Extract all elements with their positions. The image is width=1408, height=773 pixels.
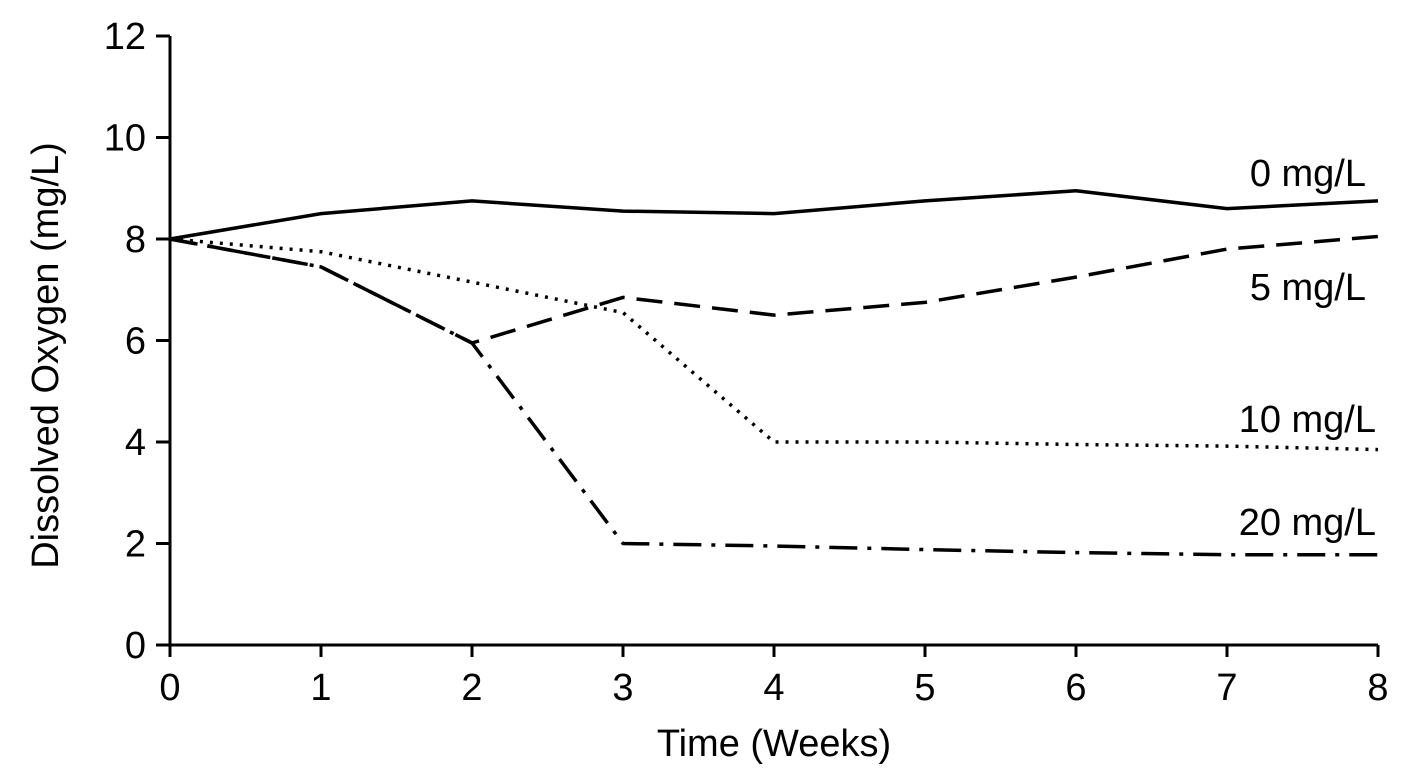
x-tick-label: 3 [612, 667, 633, 709]
y-tick-label: 4 [125, 422, 146, 464]
x-tick-label: 7 [1216, 667, 1237, 709]
series-label: 20 mg/L [1239, 502, 1376, 544]
series-label: 0 mg/L [1250, 153, 1366, 195]
x-axis-ticks: 0 1 2 3 4 5 6 7 8 [159, 645, 1389, 709]
y-tick-label: 12 [104, 16, 146, 58]
x-tick-label: 6 [1065, 667, 1086, 709]
x-tick-label: 2 [461, 667, 482, 709]
x-tick-label: 8 [1367, 667, 1388, 709]
series-line [169, 237, 1378, 557]
series-line [169, 189, 1379, 241]
x-tick-label: 1 [310, 667, 331, 709]
y-tick-label: 2 [125, 524, 146, 566]
y-tick-label: 8 [125, 219, 146, 261]
series-line [169, 237, 1379, 452]
series-labels: 0 mg/L 5 mg/L 10 mg/L 20 mg/L [1239, 153, 1376, 544]
y-tick-label: 0 [125, 625, 146, 667]
y-axis-title: Dissolved Oxygen (mg/L) [25, 142, 67, 569]
x-tick-label: 4 [763, 667, 784, 709]
series-label: 10 mg/L [1239, 399, 1376, 441]
x-axis-title: Time (Weeks) [657, 723, 891, 765]
y-tick-label: 10 [104, 118, 146, 160]
y-tick-label: 6 [125, 321, 146, 363]
series-line [169, 234, 1379, 345]
y-axis-ticks: 0 2 4 6 8 10 12 [104, 16, 170, 667]
x-tick-label: 0 [159, 667, 180, 709]
x-tick-label: 5 [914, 667, 935, 709]
series-lines [169, 189, 1379, 557]
series-label: 5 mg/L [1250, 267, 1366, 309]
